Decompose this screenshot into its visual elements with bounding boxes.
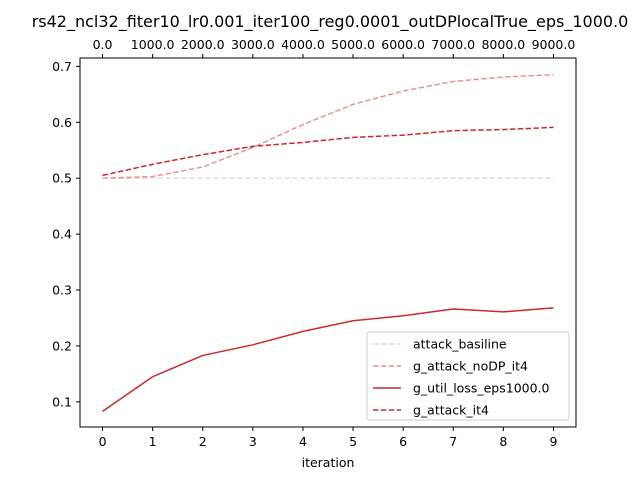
series-line-2 [102, 74, 554, 179]
top-tick-label: 1000.0 [131, 37, 175, 52]
y-tick-label: 0.2 [52, 338, 72, 353]
y-tick-label: 0.4 [52, 227, 72, 242]
x-tick-label: 4 [299, 434, 307, 449]
legend-label: g_attack_noDP_it4 [413, 359, 528, 374]
top-tick-label: 6000.0 [381, 37, 425, 52]
x-tick-label: 2 [199, 434, 207, 449]
top-tick-label: 3000.0 [231, 37, 275, 52]
y-tick-label: 0.7 [52, 59, 72, 74]
top-tick-label: 5000.0 [331, 37, 375, 52]
x-tick-label: 9 [549, 434, 557, 449]
x-tick-label: 0 [99, 434, 107, 449]
x-tick-label: 3 [249, 434, 257, 449]
top-tick-label: 2000.0 [181, 37, 225, 52]
y-tick-label: 0.5 [52, 171, 72, 186]
x-tick-label: 1 [149, 434, 157, 449]
x-axis-label: iteration [302, 455, 355, 470]
axes-frame [79, 57, 577, 428]
top-tick-label: 0.0 [93, 37, 113, 52]
series-line-3 [102, 307, 554, 412]
x-tick-label: 5 [349, 434, 357, 449]
top-tick-label: 9000.0 [532, 37, 576, 52]
series-line-4 [102, 126, 554, 177]
x-tick-label: 7 [449, 434, 457, 449]
y-tick-label: 0.6 [52, 115, 72, 130]
legend-label: g_attack_it4 [413, 403, 489, 418]
top-tick-label: 4000.0 [281, 37, 325, 52]
series-layer [102, 74, 554, 412]
legend-label: attack_basiline [413, 337, 507, 352]
y-tick-label: 0.1 [52, 394, 72, 409]
chart-title: rs42_ncl32_fiter10_lr0.001_iter100_reg0.… [32, 12, 629, 32]
legend-label: g_util_loss_eps1000.0 [413, 381, 550, 396]
top-tick-label: 7000.0 [431, 37, 475, 52]
x-tick-label: 6 [399, 434, 407, 449]
ticks-layer: 0 1 2 3 4 5 6 7 8 9 0.0 1000.0 2000.0 3000.0 4000.0 500… [52, 37, 575, 449]
legend-box [366, 331, 570, 421]
legend: attack_basiline g_attack_noDP_it4 g_util_l… [366, 331, 570, 421]
top-tick-label: 8000.0 [481, 37, 525, 52]
y-tick-label: 0.3 [52, 283, 72, 298]
x-tick-label: 8 [499, 434, 507, 449]
